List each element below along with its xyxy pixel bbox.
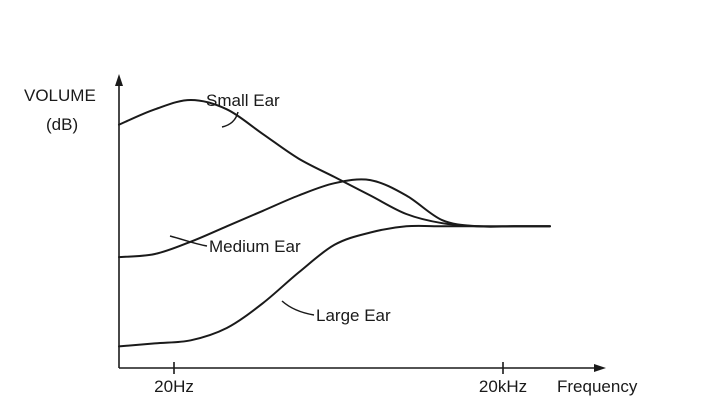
series-label-large-ear: Large Ear <box>316 306 391 325</box>
series-leader-small-ear <box>221 111 239 128</box>
series-leader-large-ear <box>281 300 315 316</box>
x-tick-label: 20Hz <box>154 377 194 396</box>
x-axis-ticks: 20Hz 20kHz <box>154 362 527 396</box>
x-axis-label: Frequency <box>557 377 638 396</box>
x-tick-label: 20kHz <box>479 377 527 396</box>
series-leader-medium-ear <box>169 235 208 247</box>
series-annotations: Small Ear Medium Ear Large Ear <box>169 91 391 325</box>
y-axis-unit-label: (dB) <box>46 115 78 134</box>
chart-axes <box>115 74 606 372</box>
y-axis-label: VOLUME <box>24 86 96 105</box>
series-line-large-ear <box>118 224 551 348</box>
series-label-medium-ear: Medium Ear <box>209 237 301 256</box>
series-line-small-ear <box>118 99 551 228</box>
series-label-small-ear: Small Ear <box>206 91 280 110</box>
x-axis-arrowhead <box>594 364 606 372</box>
y-axis-arrowhead <box>115 74 123 86</box>
